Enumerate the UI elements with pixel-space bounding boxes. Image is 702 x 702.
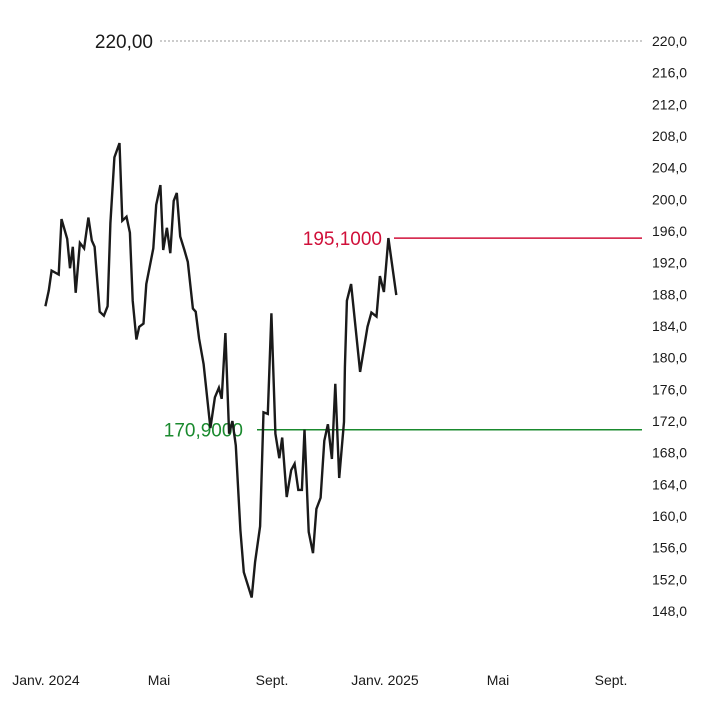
x-tick-label: Mai [148,672,171,688]
y-tick-label: 196,0 [652,223,687,239]
y-tick-label: 208,0 [652,128,687,144]
x-tick-label: Sept. [256,672,289,688]
price-series-line [44,142,398,598]
y-tick-label: 148,0 [652,603,687,619]
x-axis-ticks: Janv. 2024 Mai Sept. Janv. 2025 Mai Sept. [12,672,627,688]
y-axis-ticks: 220,0 216,0 212,0 208,0 204,0 200,0 196,0 192,0… [652,33,687,619]
reference-line-label: 195,1000 [303,229,382,250]
series-layer [44,142,398,598]
y-tick-label: 164,0 [652,476,687,492]
y-tick-label: 180,0 [652,350,687,366]
y-tick-label: 176,0 [652,381,687,397]
reference-line-label: 220,00 [95,32,153,53]
y-tick-label: 152,0 [652,571,687,587]
y-tick-label: 188,0 [652,286,687,302]
y-tick-label: 212,0 [652,96,687,112]
y-tick-label: 172,0 [652,413,687,429]
x-tick-label: Janv. 2024 [12,672,80,688]
reference-line-label: 170,9000 [164,421,243,442]
x-tick-label: Mai [487,672,510,688]
y-tick-label: 204,0 [652,160,687,176]
reference-lines: 220,00 195,1000 170,9000 [95,32,644,442]
y-tick-label: 220,0 [652,33,687,49]
y-tick-label: 168,0 [652,445,687,461]
y-tick-label: 216,0 [652,65,687,81]
y-tick-label: 156,0 [652,540,687,556]
y-tick-label: 184,0 [652,318,687,334]
y-tick-label: 200,0 [652,191,687,207]
x-tick-label: Sept. [595,672,628,688]
y-tick-label: 160,0 [652,508,687,524]
y-tick-label: 192,0 [652,255,687,271]
x-tick-label: Janv. 2025 [351,672,419,688]
